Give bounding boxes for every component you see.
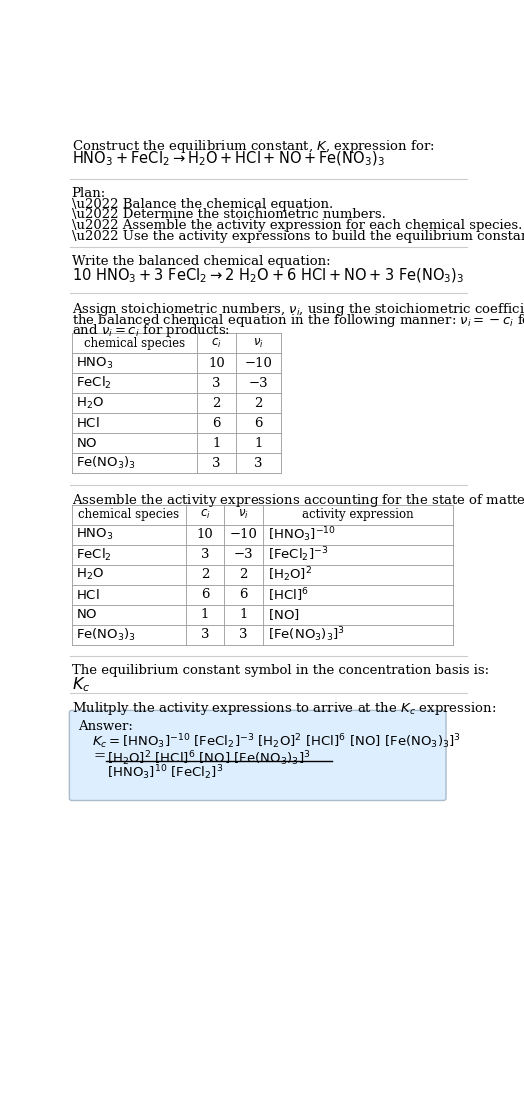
- Text: $\mathrm{H_2O}$: $\mathrm{H_2O}$: [77, 395, 104, 411]
- Text: 2: 2: [254, 396, 263, 410]
- Text: Assemble the activity expressions accounting for the state of matter and $\nu_i$: Assemble the activity expressions accoun…: [72, 492, 524, 510]
- Text: Mulitply the activity expressions to arrive at the $K_c$ expression:: Mulitply the activity expressions to arr…: [72, 700, 496, 718]
- Text: $[\mathrm{NO}]$: $[\mathrm{NO}]$: [268, 608, 299, 622]
- Text: \u2022 Use the activity expressions to build the equilibrium constant expression: \u2022 Use the activity expressions to b…: [72, 230, 524, 243]
- Text: 2: 2: [239, 568, 248, 581]
- Text: −10: −10: [245, 357, 272, 370]
- Text: $\mathrm{HCl}$: $\mathrm{HCl}$: [77, 588, 100, 602]
- Text: 3: 3: [254, 457, 263, 470]
- Text: $[\mathrm{H_2O}]^2\ [\mathrm{HCl}]^6\ [\mathrm{NO}]\ [\mathrm{Fe(NO_3)_3}]^3$: $[\mathrm{H_2O}]^2\ [\mathrm{HCl}]^6\ [\…: [107, 749, 311, 767]
- FancyBboxPatch shape: [69, 710, 446, 800]
- Text: $[\mathrm{HCl}]^6$: $[\mathrm{HCl}]^6$: [268, 586, 309, 603]
- Text: $[\mathrm{FeCl_2}]^{-3}$: $[\mathrm{FeCl_2}]^{-3}$: [268, 545, 328, 564]
- Text: 1: 1: [201, 609, 209, 621]
- Text: Plan:: Plan:: [72, 187, 106, 199]
- Text: 3: 3: [201, 548, 209, 562]
- Text: $\mathrm{HNO_3}$: $\mathrm{HNO_3}$: [77, 527, 114, 543]
- Text: 10: 10: [196, 528, 213, 542]
- Text: $\mathrm{10\ HNO_3 + 3\ FeCl_2 \rightarrow 2\ H_2O + 6\ HCl + NO + 3\ Fe(NO_3)_3: $\mathrm{10\ HNO_3 + 3\ FeCl_2 \rightarr…: [72, 266, 464, 284]
- Text: \u2022 Assemble the activity expression for each chemical species.: \u2022 Assemble the activity expression …: [72, 219, 522, 232]
- Text: chemical species: chemical species: [78, 509, 179, 521]
- Text: $\mathrm{FeCl_2}$: $\mathrm{FeCl_2}$: [77, 547, 112, 563]
- Text: 6: 6: [254, 416, 263, 429]
- Text: $\mathrm{NO}$: $\mathrm{NO}$: [77, 437, 98, 449]
- Text: and $\nu_i = c_i$ for products:: and $\nu_i = c_i$ for products:: [72, 323, 230, 339]
- Text: −10: −10: [230, 528, 258, 542]
- Text: 1: 1: [254, 437, 263, 449]
- Text: 2: 2: [212, 396, 221, 410]
- Text: 6: 6: [212, 416, 221, 429]
- Text: \u2022 Balance the chemical equation.: \u2022 Balance the chemical equation.: [72, 197, 333, 210]
- Text: 3: 3: [212, 377, 221, 390]
- Text: −3: −3: [234, 548, 254, 562]
- Text: 3: 3: [201, 629, 209, 642]
- Text: Write the balanced chemical equation:: Write the balanced chemical equation:: [72, 254, 330, 268]
- Text: 3: 3: [239, 629, 248, 642]
- Text: the balanced chemical equation in the following manner: $\nu_i = -c_i$ for react: the balanced chemical equation in the fo…: [72, 312, 524, 328]
- Text: $[\mathrm{HNO_3}]^{-10}$: $[\mathrm{HNO_3}]^{-10}$: [268, 525, 336, 544]
- Text: $\nu_i$: $\nu_i$: [253, 337, 264, 350]
- Text: $\mathrm{Fe(NO_3)_3}$: $\mathrm{Fe(NO_3)_3}$: [77, 455, 136, 471]
- Text: 1: 1: [212, 437, 221, 449]
- Text: 6: 6: [239, 588, 248, 601]
- Text: chemical species: chemical species: [84, 337, 185, 350]
- Text: Construct the equilibrium constant, $K$, expression for:: Construct the equilibrium constant, $K$,…: [72, 139, 434, 155]
- Text: 6: 6: [201, 588, 209, 601]
- Text: 10: 10: [208, 357, 225, 370]
- Text: 1: 1: [239, 609, 248, 621]
- Text: Answer:: Answer:: [78, 720, 133, 733]
- Text: $\mathrm{Fe(NO_3)_3}$: $\mathrm{Fe(NO_3)_3}$: [77, 626, 136, 643]
- Text: =: =: [93, 750, 105, 764]
- Text: $[\mathrm{Fe(NO_3)_3}]^3$: $[\mathrm{Fe(NO_3)_3}]^3$: [268, 625, 345, 644]
- Text: $\mathrm{HNO_3}$: $\mathrm{HNO_3}$: [77, 356, 114, 371]
- Text: $c_i$: $c_i$: [200, 509, 210, 522]
- Text: activity expression: activity expression: [302, 509, 414, 521]
- Text: $\mathrm{HCl}$: $\mathrm{HCl}$: [77, 416, 100, 430]
- Text: $\mathrm{HNO_3 + FeCl_2 \rightarrow H_2O + HCl + NO + Fe(NO_3)_3}$: $\mathrm{HNO_3 + FeCl_2 \rightarrow H_2O…: [72, 150, 385, 168]
- Text: $\mathrm{H_2O}$: $\mathrm{H_2O}$: [77, 567, 104, 582]
- Text: The equilibrium constant symbol in the concentration basis is:: The equilibrium constant symbol in the c…: [72, 664, 489, 677]
- Text: −3: −3: [249, 377, 268, 390]
- Text: Assign stoichiometric numbers, $\nu_i$, using the stoichiometric coefficients, $: Assign stoichiometric numbers, $\nu_i$, …: [72, 301, 524, 318]
- Text: 2: 2: [201, 568, 209, 581]
- Text: 3: 3: [212, 457, 221, 470]
- Text: $\mathrm{NO}$: $\mathrm{NO}$: [77, 609, 98, 621]
- Text: $\nu_i$: $\nu_i$: [238, 509, 249, 522]
- Text: $c_i$: $c_i$: [211, 337, 222, 350]
- Text: $K_c$: $K_c$: [72, 676, 90, 695]
- Text: $[\mathrm{HNO_3}]^{10}\ [\mathrm{FeCl_2}]^3$: $[\mathrm{HNO_3}]^{10}\ [\mathrm{FeCl_2}…: [107, 763, 224, 782]
- Text: \u2022 Determine the stoichiometric numbers.: \u2022 Determine the stoichiometric numb…: [72, 208, 386, 221]
- Text: $[\mathrm{H_2O}]^2$: $[\mathrm{H_2O}]^2$: [268, 566, 312, 585]
- Text: $K_c = [\mathrm{HNO_3}]^{-10}\ [\mathrm{FeCl_2}]^{-3}\ [\mathrm{H_2O}]^2\ [\math: $K_c = [\mathrm{HNO_3}]^{-10}\ [\mathrm{…: [92, 732, 461, 751]
- Text: $\mathrm{FeCl_2}$: $\mathrm{FeCl_2}$: [77, 375, 112, 391]
